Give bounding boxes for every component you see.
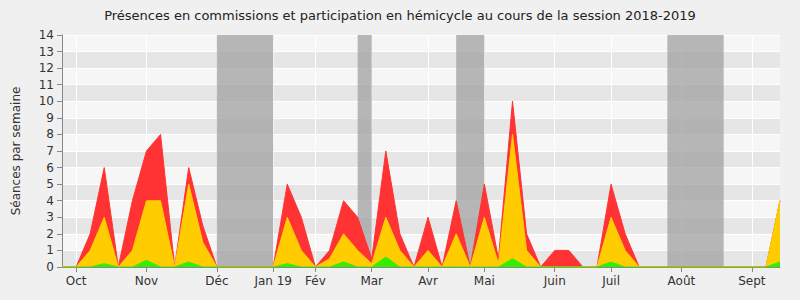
svg-text:Jan 19: Jan 19 [253,274,292,288]
svg-text:Sept: Sept [738,274,766,288]
svg-text:Mai: Mai [474,274,495,288]
svg-text:5: 5 [46,177,54,191]
svg-text:7: 7 [46,144,54,158]
svg-text:Nov: Nov [135,274,158,288]
svg-text:Juin: Juin [543,274,566,288]
svg-text:6: 6 [46,161,54,175]
svg-text:Séances par semaine: Séances par semaine [9,87,23,216]
svg-text:1: 1 [46,243,54,257]
svg-text:4: 4 [46,194,54,208]
svg-text:11: 11 [39,78,54,92]
svg-text:Déc: Déc [205,274,228,288]
svg-text:3: 3 [46,210,54,224]
svg-text:8: 8 [46,127,54,141]
svg-text:13: 13 [39,45,54,59]
svg-text:2: 2 [46,227,54,241]
svg-text:Mar: Mar [360,274,383,288]
svg-text:Juil: Juil [601,274,620,288]
svg-text:Fév: Fév [305,274,326,288]
svg-text:9: 9 [46,111,54,125]
svg-text:Août: Août [668,274,696,288]
svg-text:14: 14 [39,28,54,42]
svg-text:Oct: Oct [66,274,87,288]
svg-text:10: 10 [39,94,54,108]
svg-text:12: 12 [39,61,54,75]
svg-text:Présences en commissions et pa: Présences en commissions et participatio… [104,8,696,23]
svg-text:0: 0 [46,260,54,274]
svg-text:Avr: Avr [418,274,438,288]
